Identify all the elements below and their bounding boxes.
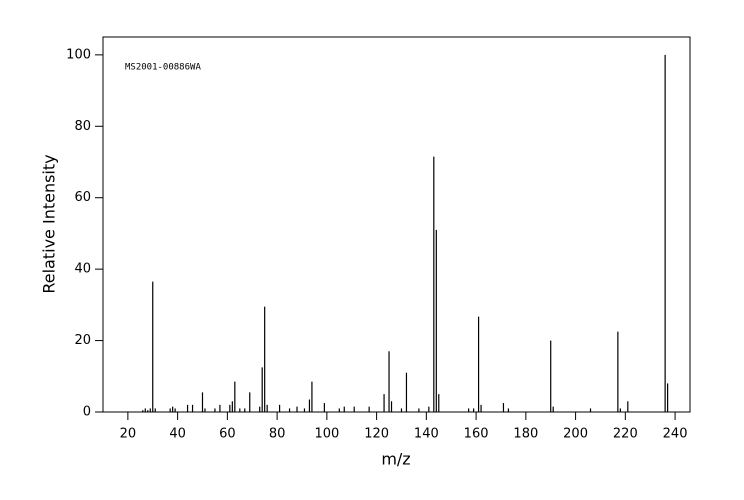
y-tick-label: 100 xyxy=(66,47,91,62)
plot-frame xyxy=(102,36,691,413)
y-tick-label: 40 xyxy=(74,262,91,277)
x-axis-label: m/z xyxy=(381,450,410,469)
x-tick-label: 180 xyxy=(513,427,538,442)
y-tick-label: 20 xyxy=(74,333,91,348)
x-tick-label: 140 xyxy=(414,427,439,442)
y-tick-label: 0 xyxy=(83,405,91,420)
x-tick-label: 160 xyxy=(464,427,489,442)
x-tick-label: 100 xyxy=(314,427,339,442)
x-tick-label: 200 xyxy=(563,427,588,442)
annotation: MS2001-00886WA xyxy=(125,63,201,73)
x-tick-label: 240 xyxy=(663,427,688,442)
x-tick-label: 60 xyxy=(219,427,236,442)
y-tick-label: 80 xyxy=(74,119,91,134)
x-tick-label: 220 xyxy=(613,427,638,442)
x-tick-label: 120 xyxy=(364,427,389,442)
y-tick-label: 60 xyxy=(74,190,91,205)
y-axis-label: Relative Intensity xyxy=(40,154,59,293)
x-tick-label: 40 xyxy=(169,427,186,442)
x-tick-label: 80 xyxy=(269,427,286,442)
x-tick-label: 20 xyxy=(120,427,137,442)
